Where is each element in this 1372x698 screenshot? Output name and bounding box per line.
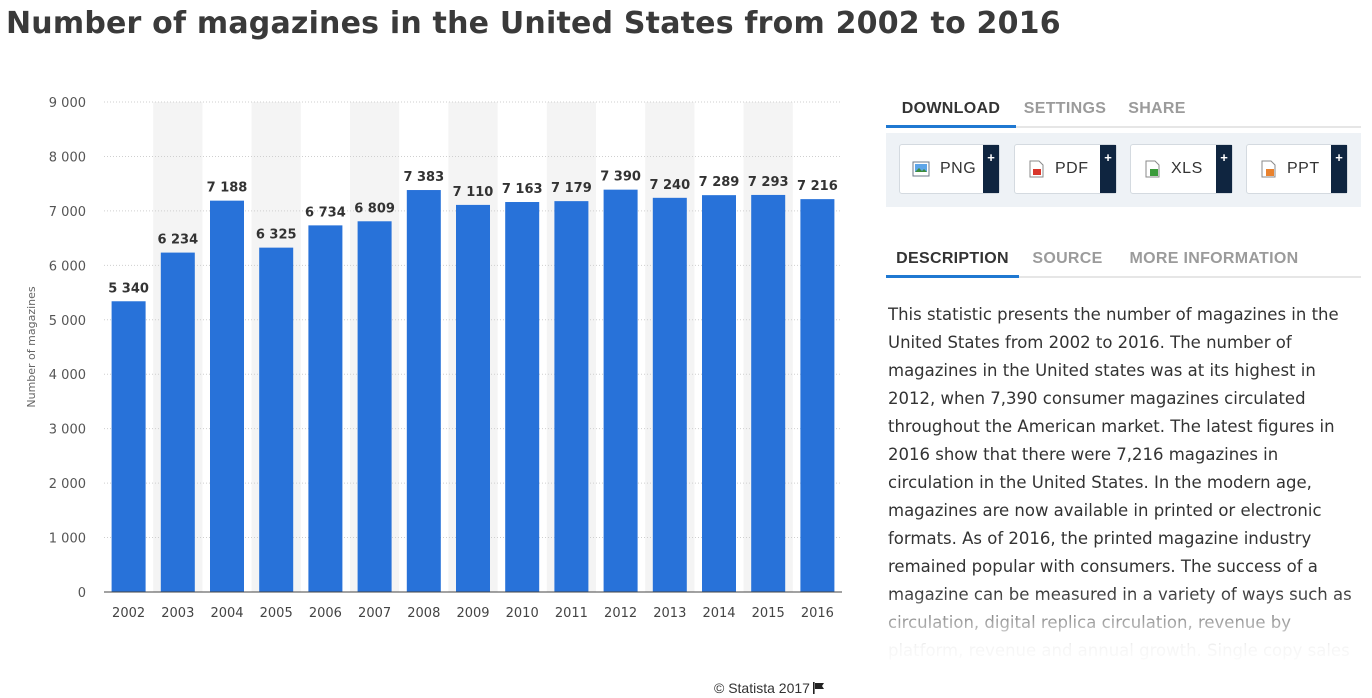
page-title: Number of magazines in the United States… [6,6,1061,41]
x-tick-label: 2016 [801,606,834,621]
ppt-plus-icon[interactable]: + [1331,145,1347,193]
x-tick-label: 2011 [555,606,588,621]
data-label: 6 325 [256,228,297,243]
bar [160,252,195,593]
bar [357,221,392,592]
y-tick-label: 2 000 [49,477,86,492]
bar [554,201,589,592]
data-label: 7 179 [551,181,592,196]
data-label: 7 383 [403,170,444,185]
x-tick-label: 2004 [210,606,243,621]
ppt-download-button[interactable]: PPT + [1246,144,1348,194]
x-tick-label: 2005 [260,606,293,621]
download-panel: PNG + PDF + XLS + PPT + [886,133,1361,207]
y-tick-label: 1 000 [49,532,86,547]
bar [751,194,786,592]
tab-share[interactable]: SHARE [1128,100,1186,117]
y-tick-label: 7 000 [49,205,86,220]
xls-plus-icon[interactable]: + [1216,145,1232,193]
x-tick-label: 2010 [506,606,539,621]
data-label: 6 734 [305,205,346,220]
y-axis-title: Number of magazines [25,286,38,408]
copyright: © Statista 2017 [714,680,825,697]
x-tick-label: 2013 [653,606,686,621]
y-tick-label: 6 000 [49,259,86,274]
tab-settings[interactable]: SETTINGS [1023,100,1107,117]
ppt-label: PPT [1287,160,1320,177]
data-label: 7 110 [453,185,494,200]
bar [652,197,687,593]
bar [111,301,146,592]
data-label: 7 240 [649,178,690,193]
pdf-download-button[interactable]: PDF + [1014,144,1117,194]
y-tick-label: 9 000 [49,96,86,111]
x-tick-label: 2006 [309,606,342,621]
download-tabs: DOWNLOAD SETTINGS SHARE [886,94,1361,128]
png-label: PNG [940,160,977,177]
tab-download[interactable]: DOWNLOAD [886,94,1016,128]
bar [603,189,638,592]
data-label: 7 163 [502,182,543,197]
tab-description[interactable]: DESCRIPTION [886,244,1019,278]
y-tick-label: 8 000 [49,150,86,165]
xls-file-icon [1143,160,1161,183]
data-label: 7 293 [748,175,789,190]
description-text: This statistic presents the number of ma… [888,305,1352,660]
image-file-icon [912,160,930,183]
bar [505,202,540,592]
y-tick-label: 4 000 [49,368,86,383]
bar-chart: 0 1 000 2 000 3 000 4 000 5 000 6 000 7 000 8 00… [25,96,842,621]
pdf-label: PDF [1055,160,1089,177]
png-download-button[interactable]: PNG + [899,144,1000,194]
xls-download-button[interactable]: XLS + [1130,144,1233,194]
bar [210,200,244,593]
data-label: 7 390 [600,170,641,185]
data-label: 7 216 [797,179,838,194]
y-tick-label: 5 000 [49,314,86,329]
bar [308,225,343,593]
x-tick-label: 2007 [358,606,391,621]
x-tick-label: 2002 [112,606,145,621]
bar [702,195,736,592]
bar [456,204,490,592]
ppt-file-icon [1259,160,1277,183]
data-label: 7 188 [207,181,248,196]
tab-more-information[interactable]: MORE INFORMATION [1129,250,1299,267]
pdf-plus-icon[interactable]: + [1100,145,1116,193]
xls-label: XLS [1171,160,1203,177]
x-tick-label: 2014 [702,606,735,621]
copyright-text: © Statista 2017 [714,680,810,696]
y-tick-label: 0 [78,586,86,601]
y-tick-label: 3 000 [49,423,86,438]
data-label: 5 340 [108,281,149,296]
bar [259,247,294,592]
x-tick-label: 2008 [407,606,440,621]
flag-icon[interactable] [812,681,825,697]
data-label: 7 289 [699,175,740,190]
pdf-file-icon [1027,160,1045,183]
x-tick-label: 2003 [161,606,194,621]
png-plus-icon[interactable]: + [983,145,999,193]
data-label: 6 809 [354,201,395,216]
info-tabs: DESCRIPTION SOURCE MORE INFORMATION [886,244,1361,278]
x-tick-label: 2009 [456,606,489,621]
x-tick-label: 2015 [752,606,785,621]
data-label: 6 234 [157,233,198,248]
x-tick-label: 2012 [604,606,637,621]
bar [800,199,835,592]
tab-source[interactable]: SOURCE [1032,250,1103,267]
bar [406,190,441,592]
